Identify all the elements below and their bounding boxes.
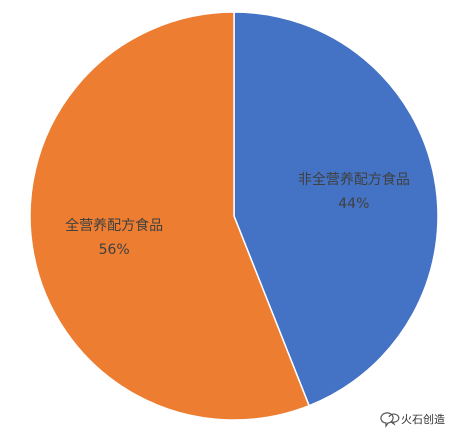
slice-label: 非全营养配方食品 — [298, 171, 410, 188]
watermark: 火石创造 — [401, 412, 445, 426]
pie-slice — [233, 11, 439, 407]
slice-label: 全营养配方食品 — [65, 217, 163, 234]
pie-slice — [29, 11, 311, 421]
value-label: 56% — [99, 242, 130, 258]
value-label: 44% — [338, 196, 369, 212]
watermark-icon — [380, 412, 400, 428]
